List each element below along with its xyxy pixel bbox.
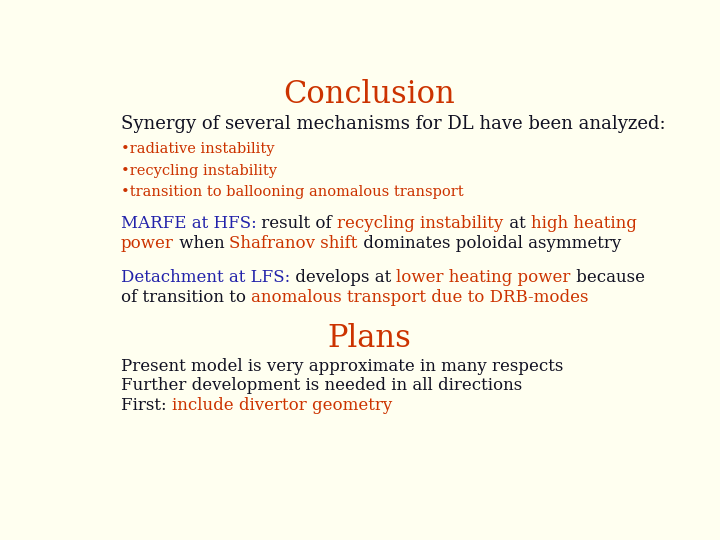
- Text: power: power: [121, 235, 174, 252]
- Text: include divertor geometry: include divertor geometry: [171, 397, 392, 414]
- Text: First:: First:: [121, 397, 171, 414]
- Text: Shafranov shift: Shafranov shift: [230, 235, 358, 252]
- Text: high heating: high heating: [531, 215, 636, 232]
- Text: because: because: [571, 268, 645, 286]
- Text: result of: result of: [256, 215, 337, 232]
- Text: develops at: develops at: [290, 268, 397, 286]
- Text: of transition to: of transition to: [121, 288, 251, 306]
- Text: Synergy of several mechanisms for DL have been analyzed:: Synergy of several mechanisms for DL hav…: [121, 114, 665, 133]
- Text: lower heating power: lower heating power: [397, 268, 571, 286]
- Text: •transition to ballooning anomalous transport: •transition to ballooning anomalous tran…: [121, 185, 463, 199]
- Text: •radiative instability: •radiative instability: [121, 141, 274, 156]
- Text: Plans: Plans: [327, 322, 411, 354]
- Text: Conclusion: Conclusion: [283, 79, 455, 110]
- Text: anomalous transport due to DRB-modes: anomalous transport due to DRB-modes: [251, 288, 588, 306]
- Text: when: when: [174, 235, 230, 252]
- Text: MARFE at HFS:: MARFE at HFS:: [121, 215, 256, 232]
- Text: •recycling instability: •recycling instability: [121, 164, 276, 178]
- Text: dominates poloidal asymmetry: dominates poloidal asymmetry: [358, 235, 621, 252]
- Text: Detachment at LFS:: Detachment at LFS:: [121, 268, 290, 286]
- Text: recycling instability: recycling instability: [337, 215, 503, 232]
- Text: at: at: [503, 215, 531, 232]
- Text: Present model is very approximate in many respects: Present model is very approximate in man…: [121, 358, 563, 375]
- Text: Further development is needed in all directions: Further development is needed in all dir…: [121, 377, 522, 395]
